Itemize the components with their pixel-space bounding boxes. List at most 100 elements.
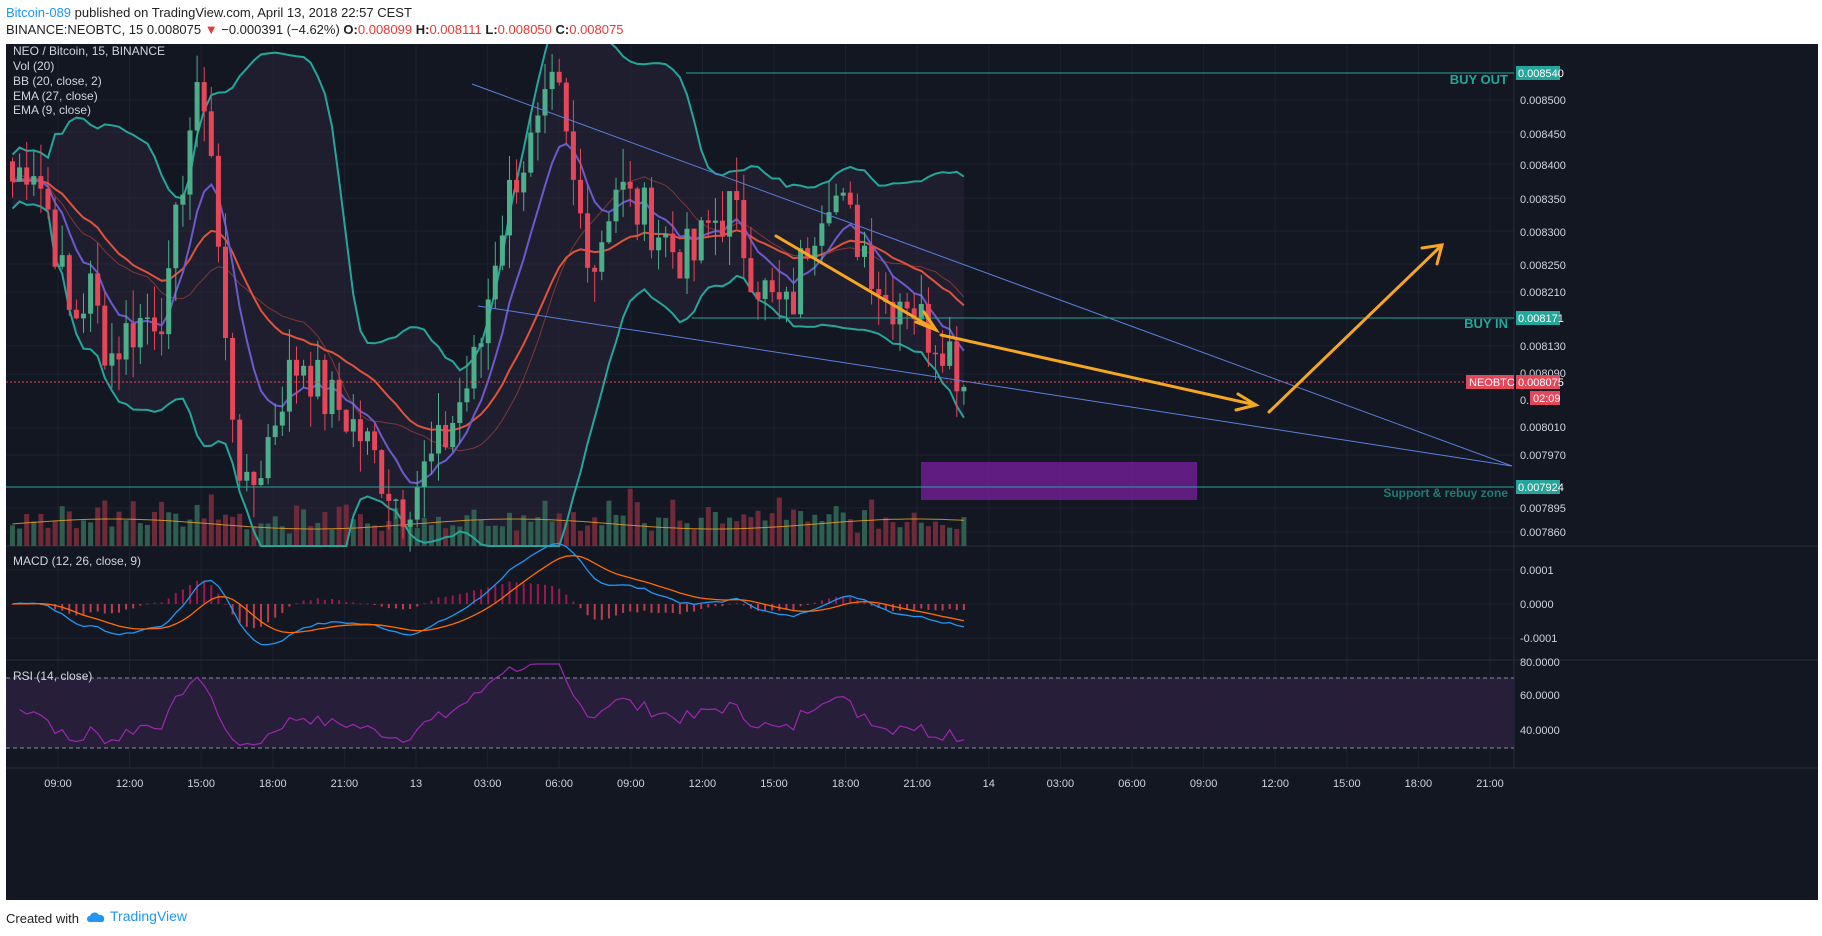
candle bbox=[741, 200, 747, 259]
candle bbox=[237, 419, 243, 481]
candle bbox=[826, 212, 832, 224]
price-scale[interactable]: 0.008500 0.008450 0.008400 0.008350 0.00… bbox=[1520, 95, 1566, 539]
volume-bar bbox=[208, 494, 214, 546]
volume-bar bbox=[457, 526, 463, 546]
candle bbox=[677, 252, 683, 279]
change-arrow-icon: ▼ bbox=[204, 22, 218, 37]
candle bbox=[812, 245, 818, 259]
candle bbox=[194, 82, 200, 131]
candle bbox=[599, 242, 605, 272]
volume-bar bbox=[365, 523, 370, 546]
candle bbox=[734, 191, 740, 201]
time-tick: 06:00 bbox=[1118, 778, 1146, 790]
lower-wedge-trendline[interactable] bbox=[477, 305, 1513, 467]
volume-bar bbox=[95, 507, 101, 546]
macd-hist-bar bbox=[323, 599, 326, 604]
candles bbox=[10, 54, 967, 552]
volume-bar bbox=[940, 525, 946, 546]
tradingview-brand[interactable]: TradingView bbox=[86, 908, 187, 924]
macd-hist-bar bbox=[515, 582, 518, 604]
time-tick: 03:00 bbox=[1047, 778, 1075, 790]
high-value: 0.008111 bbox=[429, 22, 482, 37]
support-rebuy-zone[interactable] bbox=[921, 462, 1197, 500]
candle bbox=[152, 317, 157, 332]
macd-hist-bar bbox=[302, 600, 305, 604]
support-zone-label: Support & rebuy zone bbox=[1383, 486, 1508, 500]
candle bbox=[102, 305, 108, 366]
candle bbox=[748, 258, 754, 293]
price-tick: 0.008300 bbox=[1520, 227, 1566, 239]
volume-bar bbox=[535, 517, 541, 546]
volume-bar bbox=[833, 506, 839, 546]
macd-hist-bar bbox=[764, 604, 767, 611]
candle bbox=[769, 280, 775, 293]
rsi-tick: 80.0000 bbox=[1520, 657, 1560, 669]
close-label: C: bbox=[555, 22, 570, 37]
candle bbox=[379, 450, 385, 494]
volume-bar bbox=[641, 523, 647, 546]
drift-arrow[interactable] bbox=[939, 333, 1258, 407]
volume-bar bbox=[315, 522, 321, 546]
candle bbox=[428, 453, 434, 462]
chart-area[interactable]: BUY OUT BUY IN Support & rebuy zone 0.00… bbox=[6, 0, 1818, 900]
price-chart-svg[interactable]: BUY OUT BUY IN Support & rebuy zone 0.00… bbox=[6, 0, 1818, 900]
time-tick: 18:00 bbox=[1405, 778, 1433, 790]
price-tick: 0.008210 bbox=[1520, 287, 1566, 299]
author-link[interactable]: Bitcoin-089 bbox=[6, 5, 72, 20]
candle bbox=[393, 499, 399, 501]
candle bbox=[947, 341, 953, 366]
volume-bar bbox=[656, 517, 662, 546]
macd-hist-bar bbox=[394, 604, 397, 609]
volume-bar bbox=[173, 513, 179, 546]
low-label: L: bbox=[485, 22, 498, 37]
volume-bar bbox=[31, 521, 37, 546]
candle bbox=[549, 71, 555, 90]
volume-bar bbox=[45, 527, 51, 546]
volume-bar bbox=[428, 525, 434, 546]
candle bbox=[720, 220, 725, 237]
volume-bar bbox=[464, 515, 470, 546]
volume-bar bbox=[925, 526, 931, 546]
time-scale[interactable]: 09:00 12:00 15:00 18:00 21:00 13 03:00 06:00 09:… bbox=[44, 778, 1504, 790]
candle bbox=[862, 245, 867, 257]
macd-hist-bar bbox=[615, 604, 617, 616]
candle bbox=[187, 130, 193, 195]
down-arrow[interactable] bbox=[774, 234, 938, 332]
candle bbox=[130, 323, 136, 348]
symbol-tag-text: NEOBTC bbox=[1469, 377, 1515, 389]
time-tick: 21:00 bbox=[903, 778, 931, 790]
candle bbox=[350, 419, 356, 432]
up-arrow[interactable] bbox=[1267, 243, 1444, 414]
candle bbox=[450, 423, 456, 448]
volume-bar bbox=[123, 520, 129, 546]
candle bbox=[301, 365, 307, 376]
volume-bar bbox=[663, 518, 669, 546]
price-tick: 0.008250 bbox=[1520, 260, 1566, 272]
volume-bar bbox=[890, 522, 896, 546]
candle bbox=[663, 233, 669, 238]
volume-bar bbox=[556, 513, 562, 546]
macd-hist-bar bbox=[465, 592, 468, 604]
candle bbox=[649, 187, 654, 251]
macd-hist-bar bbox=[835, 596, 838, 604]
volume-bar bbox=[791, 509, 796, 546]
upper-wedge-trendline[interactable] bbox=[471, 83, 1513, 467]
volume-bar bbox=[961, 517, 967, 546]
candle bbox=[847, 192, 853, 205]
up-arrow-head bbox=[1420, 243, 1445, 266]
macd-hist-bar bbox=[189, 584, 191, 604]
macd-hist-bar bbox=[451, 595, 454, 604]
volume-bar bbox=[812, 514, 818, 546]
volume-bar bbox=[17, 528, 23, 546]
price-tick: 0.008400 bbox=[1520, 160, 1566, 172]
legend-vol: Vol (20) bbox=[13, 59, 54, 73]
candle bbox=[798, 248, 804, 315]
macd-hist-bar bbox=[11, 604, 14, 605]
volume-bar bbox=[414, 528, 420, 546]
projection-arrows[interactable] bbox=[774, 234, 1445, 414]
macd-hist-bar bbox=[693, 604, 696, 612]
candle bbox=[95, 273, 101, 306]
candle bbox=[322, 359, 328, 415]
candle bbox=[606, 221, 612, 243]
macd-hist-bar bbox=[316, 598, 319, 604]
